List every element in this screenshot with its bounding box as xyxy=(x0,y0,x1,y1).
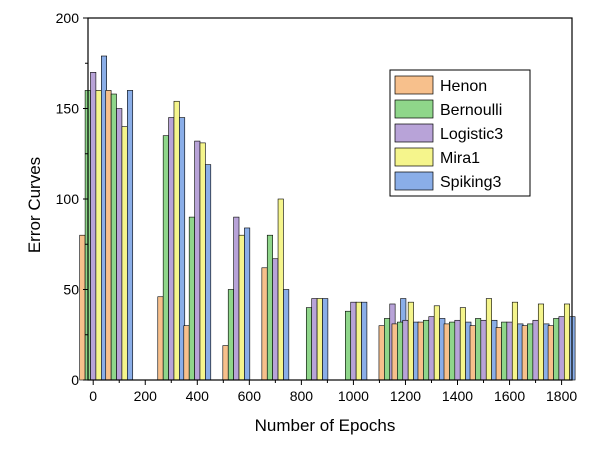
x-tick-label: 200 xyxy=(134,388,158,404)
legend-swatch-mira1 xyxy=(394,147,434,167)
bar-logistic3-400 xyxy=(194,140,201,381)
bar-spiking3-550 xyxy=(244,227,251,381)
x-tick-label: 1800 xyxy=(546,388,577,404)
x-tick-label: 0 xyxy=(89,388,97,404)
legend-swatch-henon xyxy=(394,75,434,95)
bar-henon-700 xyxy=(261,267,268,381)
bar-mira1-100 xyxy=(121,126,128,381)
y-tick-label: 200 xyxy=(56,10,80,26)
bar-mira1-0 xyxy=(95,90,102,381)
bar-logistic3-1200 xyxy=(402,319,409,381)
bar-bernoulli-1700 xyxy=(527,323,534,381)
y-axis-title: Error Curves xyxy=(25,157,44,253)
bar-bernoulli-550 xyxy=(227,289,234,381)
bar-mira1-1400 xyxy=(459,307,466,381)
y-tick-label: 150 xyxy=(56,101,80,117)
bar-logistic3-1700 xyxy=(532,319,539,381)
bar-bernoulli-1600 xyxy=(501,321,508,381)
bar-henon-1400 xyxy=(443,323,450,381)
bar-mira1-700 xyxy=(277,198,284,381)
y-axis: 0 50 100 150 200 xyxy=(56,10,88,388)
bar-henon-1600 xyxy=(495,327,502,381)
x-tick-label: 1400 xyxy=(442,388,473,404)
bar-logistic3-700 xyxy=(272,258,279,381)
bar-bernoulli-1800 xyxy=(553,318,560,381)
bar-bernoulli-1500 xyxy=(475,318,482,381)
bar-mira1-1700 xyxy=(537,303,544,381)
legend-label-spiking3: Spiking3 xyxy=(440,174,501,191)
bar-mira1-1500 xyxy=(485,298,492,381)
x-tick-label: 1000 xyxy=(338,388,369,404)
x-tick-label: 400 xyxy=(186,388,210,404)
bar-mira1-1800 xyxy=(563,303,570,381)
bar-henon-1500 xyxy=(469,325,476,381)
bar-bernoulli-300 xyxy=(162,135,169,381)
bar-henon-300 xyxy=(157,296,164,381)
legend-label-bernoulli: Bernoulli xyxy=(440,102,502,119)
legend-label-henon: Henon xyxy=(440,78,487,95)
bar-logistic3-0 xyxy=(90,72,97,381)
bar-henon-1700 xyxy=(521,325,528,381)
y-tick-label: 100 xyxy=(56,191,80,207)
bar-henon-1200 xyxy=(391,323,398,381)
bar-spiking3-850 xyxy=(322,298,329,381)
bar-logistic3-1400 xyxy=(454,319,461,381)
bar-logistic3-1800 xyxy=(558,316,565,381)
bar-logistic3-1300 xyxy=(428,316,435,381)
y-tick-label: 0 xyxy=(71,372,79,388)
bar-logistic3-1000 xyxy=(350,301,357,381)
bar-logistic3-850 xyxy=(311,298,318,381)
bar-henon-550 xyxy=(222,345,229,381)
bar-henon-0 xyxy=(79,234,86,381)
bar-mira1-1300 xyxy=(433,305,440,381)
x-tick-label: 1200 xyxy=(390,388,421,404)
legend-label-mira1: Mira1 xyxy=(440,150,480,167)
bar-mira1-300 xyxy=(173,100,180,381)
x-tick-label: 1600 xyxy=(494,388,525,404)
x-axis-title: Number of Epochs xyxy=(255,416,396,435)
bar-bernoulli-1150 xyxy=(384,318,391,381)
bar-henon-1150 xyxy=(378,325,385,381)
bar-spiking3-100 xyxy=(127,90,134,381)
x-tick-label: 600 xyxy=(238,388,262,404)
legend-swatch-spiking3 xyxy=(394,171,434,191)
bar-bernoulli-1400 xyxy=(449,321,456,381)
bar-henon-1800 xyxy=(547,325,554,381)
bar-mira1-1600 xyxy=(511,301,518,381)
bar-bernoulli-700 xyxy=(266,234,273,381)
bar-logistic3-100 xyxy=(116,108,123,381)
bar-bernoulli-850 xyxy=(305,307,312,381)
bar-logistic3-1500 xyxy=(480,319,487,381)
y-tick-label: 50 xyxy=(63,282,79,298)
legend-swatch-bernoulli xyxy=(394,99,434,119)
bar-bernoulli-1000 xyxy=(345,310,352,381)
bar-mira1-850 xyxy=(316,298,323,381)
legend: Henon Bernoulli Logistic3 Mira1 Spiking3 xyxy=(389,69,531,197)
bar-henon-1300 xyxy=(417,321,424,381)
bar-logistic3-1600 xyxy=(506,321,513,381)
bar-bernoulli-1200 xyxy=(397,321,404,381)
bar-logistic3-300 xyxy=(168,117,175,381)
bar-mira1-1000 xyxy=(355,301,362,381)
x-tick-label: 800 xyxy=(290,388,314,404)
bar-bernoulli-1300 xyxy=(423,319,430,381)
bar-spiking3-700 xyxy=(283,289,290,381)
bar-mira1-1200 xyxy=(407,301,414,381)
legend-swatch-logistic3 xyxy=(394,123,434,143)
bar-bernoulli-400 xyxy=(188,216,195,381)
bar-mira1-550 xyxy=(238,234,245,381)
legend-label-logistic3: Logistic3 xyxy=(440,126,503,143)
bar-spiking3-1000 xyxy=(361,301,368,381)
bar-spiking3-400 xyxy=(205,164,212,381)
bars-layer xyxy=(79,55,576,381)
bar-henon-400 xyxy=(183,325,190,381)
bar-mira1-400 xyxy=(199,142,206,381)
x-axis: 0 200 400 600 800 1000 1200 1400 1600 1800 xyxy=(89,380,577,404)
bar-henon-100 xyxy=(105,90,112,381)
bar-bernoulli-100 xyxy=(110,93,117,381)
bar-logistic3-550 xyxy=(233,216,240,381)
